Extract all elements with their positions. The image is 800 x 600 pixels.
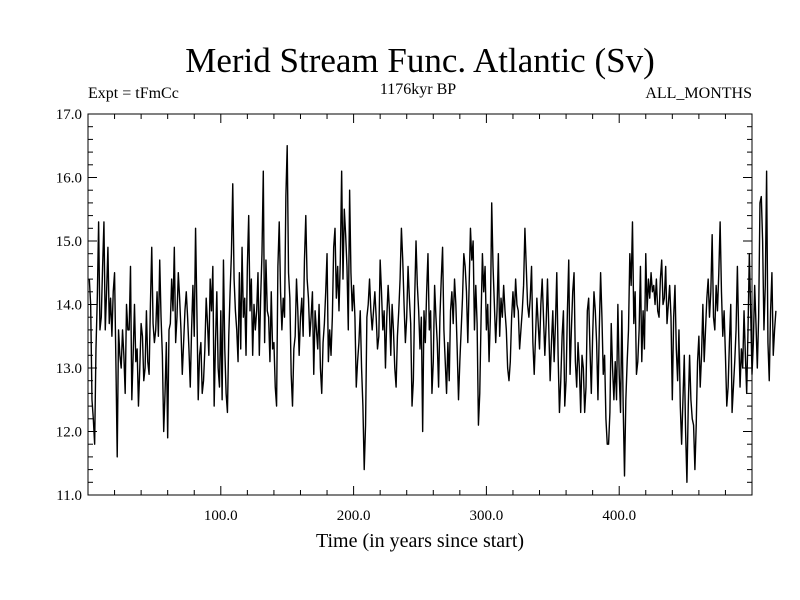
y-tick-label: 13.0 xyxy=(56,361,82,377)
x-tick-label: 300.0 xyxy=(470,508,504,524)
experiment-label: Expt = tFmCc xyxy=(88,85,179,102)
chart-title: Merid Stream Func. Atlantic (Sv) xyxy=(185,41,655,80)
y-tick-label: 11.0 xyxy=(56,488,82,504)
series-line xyxy=(88,145,777,483)
y-tick-label: 16.0 xyxy=(56,171,82,187)
x-tick-label: 200.0 xyxy=(337,508,371,524)
months-label: ALL_MONTHS xyxy=(645,85,752,102)
plot-area: 11.0 12.0 13.0 14.0 15.0 16.0 17.0 100.0 200.0 30… xyxy=(56,107,777,524)
y-tick-label: 17.0 xyxy=(56,107,82,123)
x-tick-label: 100.0 xyxy=(204,508,238,524)
x-axis-title: Time (in years since start) xyxy=(316,530,524,552)
y-tick-label: 15.0 xyxy=(56,234,82,250)
x-tick-label: 400.0 xyxy=(602,508,636,524)
period-label: 1176kyr BP xyxy=(380,81,456,98)
y-tick-label: 12.0 xyxy=(56,425,82,441)
y-tick-label: 14.0 xyxy=(56,298,82,314)
